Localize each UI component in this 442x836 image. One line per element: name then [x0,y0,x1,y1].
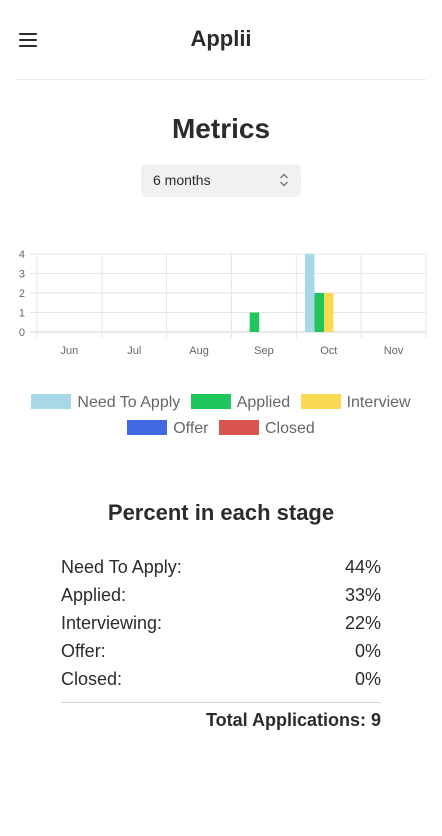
x-tick-label: Sep [254,345,274,357]
stat-value: 0% [354,641,381,661]
chart-legend: Need To Apply Applied Interview Offer Cl… [0,394,442,446]
x-tick-label: Jul [127,345,141,357]
metrics-bar-chart: 0 1 2 3 4 Jun Jul Aug Sep Oct Nov [19,249,427,357]
legend-label: Applied [236,394,291,411]
stat-label: Need To Apply: [61,557,182,577]
x-tick-label: Aug [189,345,209,357]
legend-swatch [31,394,72,409]
total-applications: Total Applications: 9 [205,710,381,730]
y-tick-label: 2 [19,288,25,300]
legend-swatch [300,394,341,409]
legend-item-interview[interactable]: Interview [300,394,411,412]
stat-row-applied: Applied: 33% [61,581,381,609]
app-title: Applii [190,26,252,51]
stats-divider [61,702,381,703]
hamburger-menu-icon[interactable] [19,33,37,47]
x-tick-label: Jun [61,345,79,357]
legend-label: Offer [173,420,209,437]
chevron-up-down-icon [280,173,288,187]
legend-label: Closed [264,420,315,437]
bar [249,312,260,332]
stat-row-interviewing: Interviewing: 22% [61,609,381,637]
legend-item-closed[interactable]: Closed [218,420,315,438]
y-tick-label: 1 [19,308,25,320]
app-header: Applii [16,0,426,80]
bar [305,254,315,332]
legend-item-need-to-apply[interactable]: Need To Apply [31,394,180,412]
stage-percent-title: Percent in each stage [107,500,335,525]
time-range-value: 6 months [153,172,211,188]
x-tick-label: Oct [320,345,337,357]
time-range-select[interactable]: 6 months [141,164,301,197]
y-tick-label: 0 [19,327,25,339]
x-tick-label: Nov [384,345,404,357]
stat-value: 22% [344,613,381,633]
stat-label: Closed: [61,669,123,689]
stat-label: Offer: [61,641,106,661]
legend-label: Need To Apply [77,394,181,411]
y-tick-label: 3 [19,269,25,281]
bar [324,293,334,332]
stat-value: 33% [344,585,381,605]
stat-value: 44% [344,557,381,577]
stat-row-need-to-apply: Need To Apply: 44% [61,553,381,581]
bar [314,293,324,332]
y-tick-label: 4 [19,249,25,261]
stat-label: Applied: [61,585,127,605]
stat-row-offer: Offer: 0% [61,637,381,665]
legend-label: Interview [346,394,411,411]
legend-swatch [218,420,259,435]
legend-swatch [127,420,168,435]
stat-label: Interviewing: [61,613,163,633]
stage-percent-list: Need To Apply: 44% Applied: 33% Interviewi… [61,553,381,731]
page-title: Metrics [171,113,271,144]
legend-item-applied[interactable]: Applied [190,394,291,412]
legend-swatch [190,394,231,409]
legend-item-offer[interactable]: Offer [127,420,209,438]
stat-row-closed: Closed: 0% [61,665,381,693]
stat-value: 0% [354,669,381,689]
